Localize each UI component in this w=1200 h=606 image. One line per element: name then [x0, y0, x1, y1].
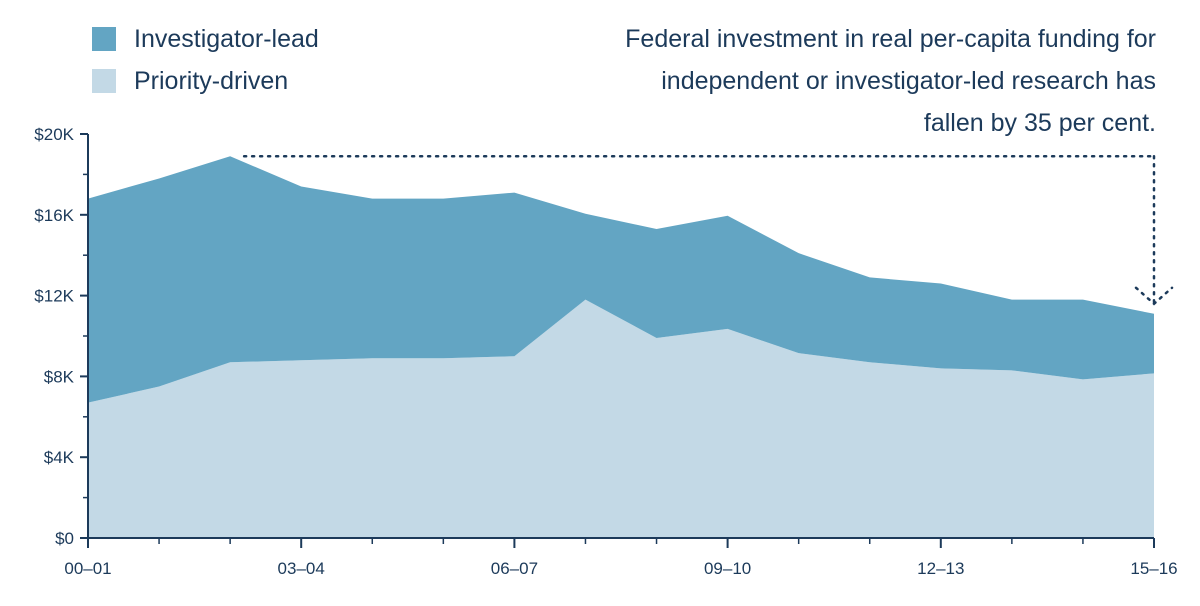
x-tick-label: 15–16: [1130, 559, 1177, 578]
y-tick-label: $4K: [44, 448, 75, 467]
x-axis: 00–01 03–04 06–07 09–10 12–13 15–16: [64, 537, 1178, 578]
y-tick-label: $20K: [34, 125, 74, 144]
decline-annotation-line: [242, 154, 1174, 306]
x-tick-label: 09–10: [704, 559, 751, 578]
x-tick-label: 06–07: [491, 559, 538, 578]
legend-swatch-investigator: [92, 27, 116, 51]
legend-label: Priority-driven: [134, 66, 289, 95]
x-tick-label: 03–04: [278, 559, 325, 578]
y-axis: $0 $4K $8K $12K $16K $20K: [34, 125, 89, 548]
x-tick-label: 00–01: [64, 559, 111, 578]
area-investigator-lead: [88, 156, 1154, 403]
area-priority-driven: [88, 299, 1154, 538]
legend: Investigator-lead Priority-driven: [92, 18, 319, 102]
legend-label: Investigator-lead: [134, 24, 319, 53]
legend-swatch-priority: [92, 69, 116, 93]
legend-item-investigator: Investigator-lead: [92, 18, 319, 60]
y-tick-label: $16K: [34, 206, 74, 225]
x-tick-label: 12–13: [917, 559, 964, 578]
annotation-arrow-head: [1134, 286, 1174, 306]
y-tick-label: $12K: [34, 287, 74, 306]
y-tick-label: $8K: [44, 367, 75, 386]
legend-item-priority: Priority-driven: [92, 60, 319, 102]
chart-annotation: Federal investment in real per-capita fu…: [625, 25, 1156, 137]
y-tick-label: $0: [55, 529, 74, 548]
